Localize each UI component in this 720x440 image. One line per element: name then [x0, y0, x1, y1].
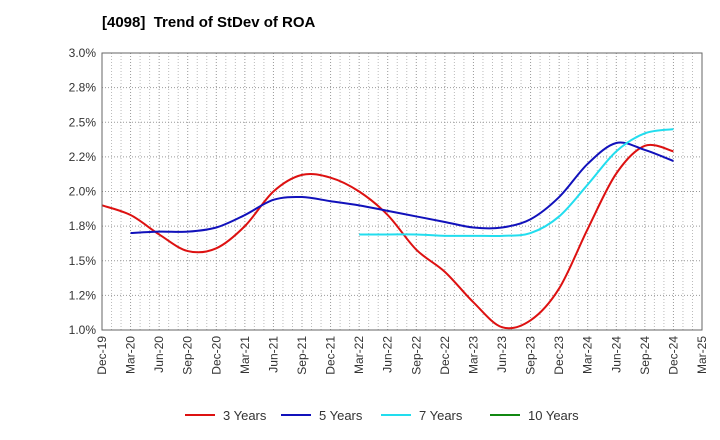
y-tick-label: 2.2% — [69, 150, 97, 164]
x-tick-label: Sep-20 — [181, 336, 195, 375]
y-tick-label: 1.8% — [69, 219, 97, 233]
y-tick-label: 1.5% — [69, 254, 97, 268]
series-line-5-years — [130, 141, 674, 235]
x-tick-label: Mar-24 — [581, 336, 595, 374]
y-tick-label: 1.2% — [69, 288, 97, 302]
x-tick-label: Jun-23 — [495, 336, 509, 373]
y-tick-label: 2.5% — [69, 115, 97, 129]
x-tick-label: Dec-24 — [666, 336, 680, 375]
y-tick-label: 1.0% — [69, 323, 97, 337]
x-tick-label: Sep-23 — [524, 336, 538, 375]
y-tick-label: 2.8% — [69, 81, 97, 95]
x-tick-label: Sep-24 — [638, 336, 652, 375]
plot-border — [101, 52, 703, 331]
x-tick-label: Mar-22 — [352, 336, 366, 374]
x-tick-label: Dec-19 — [95, 336, 109, 375]
legend-label-5-years: 5 Years — [319, 408, 363, 423]
series-line-7-years — [359, 128, 674, 238]
x-tick-label: Sep-21 — [295, 336, 309, 375]
x-tick-label: Dec-20 — [209, 336, 223, 375]
series-line-3-years — [101, 143, 674, 330]
x-tick-label: Mar-25 — [695, 336, 709, 374]
x-tick-label: Sep-22 — [409, 336, 423, 375]
y-tick-label: 2.0% — [69, 185, 97, 199]
x-tick-label: Dec-22 — [438, 336, 452, 375]
legend-label-10-years: 10 Years — [528, 408, 579, 423]
x-tick-label: Dec-23 — [552, 336, 566, 375]
x-tick-label: Mar-20 — [124, 336, 138, 374]
x-tick-label: Mar-21 — [238, 336, 252, 374]
x-tick-label: Dec-21 — [324, 336, 338, 375]
x-tick-label: Jun-24 — [609, 336, 623, 373]
legend-label-3-years: 3 Years — [223, 408, 267, 423]
y-tick-label: 3.0% — [69, 46, 97, 60]
x-tick-label: Mar-23 — [466, 336, 480, 374]
x-tick-label: Jun-22 — [381, 336, 395, 373]
x-tick-label: Jun-21 — [266, 336, 280, 373]
chart-title: [4098] Trend of StDev of ROA — [102, 14, 316, 31]
x-tick-label: Jun-20 — [152, 336, 166, 373]
legend-label-7-years: 7 Years — [419, 408, 463, 423]
